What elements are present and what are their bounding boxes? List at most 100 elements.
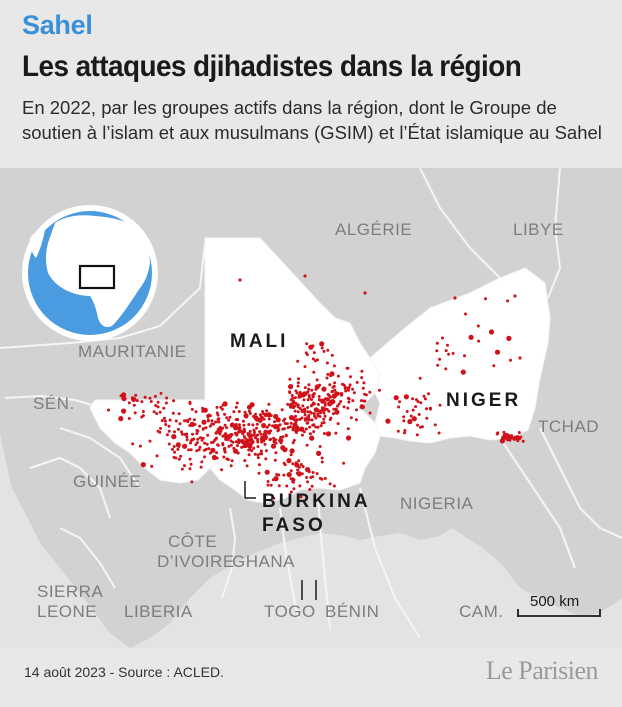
attack-dot [248,429,252,433]
attack-dot [167,442,171,446]
attack-dot [326,348,330,352]
attack-dot [346,386,350,390]
attack-dot [363,291,367,295]
attack-dot [296,410,300,414]
attack-dot [223,450,227,454]
attack-dot [349,375,352,379]
attack-dot [322,349,326,353]
attack-dot [322,432,326,435]
attack-dot [343,385,347,389]
attack-dot [285,484,289,488]
le-parisien-logo[interactable]: Le Parisien [485,656,599,685]
attack-dot [349,416,353,420]
attack-dot [328,418,332,421]
label-guinee: GUINÉE [73,472,141,491]
attack-dot [259,438,263,442]
attack-dot [190,407,194,411]
attack-dot [307,415,311,419]
attack-dot [296,403,300,407]
attack-dot [355,380,359,384]
attack-dot [256,438,260,441]
attack-dot [306,390,310,394]
attack-dot [494,349,501,355]
attack-dot [286,458,292,464]
attack-dot [216,428,220,432]
subtitle: En 2022, par les groupes actifs dans la … [22,97,602,143]
attack-dot [149,400,153,403]
attack-dot [107,408,110,412]
attack-dot [220,407,224,411]
attack-dot [180,432,184,436]
attack-dot [293,396,297,400]
attack-dot [346,396,350,400]
attack-dot [334,409,340,415]
attack-dot [310,388,314,392]
attack-dot [195,441,199,445]
map: ALGÉRIE LIBYE MAURITANIE SÉN. TCHAD GUIN… [0,167,622,648]
attack-dot [198,436,202,440]
attack-dot [228,415,232,419]
attack-dot [262,439,266,443]
attack-dot [167,424,171,428]
attack-dot [460,369,466,375]
page-title: Les attaques djihadistes dans la région [22,50,522,83]
attack-dot [239,429,243,433]
attack-dot [235,444,239,448]
attack-dot [433,423,437,427]
attack-dot [307,383,311,387]
attack-dot [306,410,310,414]
attack-dot [292,418,296,422]
attack-dot [234,432,238,436]
attack-dot [336,374,340,378]
attack-dot [182,443,188,449]
attack-dot [437,431,441,435]
attack-dot [277,428,281,432]
attack-dot [361,386,365,390]
attack-dot [237,438,241,442]
attack-dot [190,480,194,484]
attack-dot [352,391,356,395]
attack-dot [140,462,146,468]
attack-dot [312,370,316,374]
attack-dot [298,417,302,421]
attack-dot [310,398,313,401]
attack-dot [188,457,192,461]
attack-dot [241,441,245,445]
attack-dot [411,397,415,401]
attack-dot [296,468,300,472]
attack-dot [163,419,167,423]
attack-dot [247,423,251,426]
attack-dot [289,448,295,454]
attack-dot [259,432,263,436]
attack-dot [227,444,231,448]
attack-dot [323,414,327,418]
attack-dot [266,412,272,418]
attack-dot [329,371,335,377]
attack-dot [258,430,262,434]
attack-dot [249,402,255,408]
attack-dot [292,422,298,428]
attack-dot [315,358,319,362]
attack-dot [317,398,321,402]
attack-dot [346,406,350,410]
attack-dot [513,435,517,439]
attack-dot [192,418,196,422]
attack-dot [207,413,211,417]
attack-dot [306,398,310,402]
attack-dot [294,414,298,418]
burkina-faso-shape [209,407,381,504]
label-senegal: SÉN. [33,394,75,413]
label-faso: FASO [262,515,326,536]
attack-dot [311,395,315,398]
attack-dot [121,392,127,398]
attack-dot [305,342,309,346]
attack-dot [297,377,301,381]
attack-dot [282,473,286,477]
attack-dot [269,429,273,433]
attack-dot [162,416,166,420]
attack-dot [435,341,439,345]
scale-bar: 500 km [517,593,601,617]
attack-dot [164,401,168,405]
attack-dot [205,442,209,446]
attack-dot [186,420,190,424]
